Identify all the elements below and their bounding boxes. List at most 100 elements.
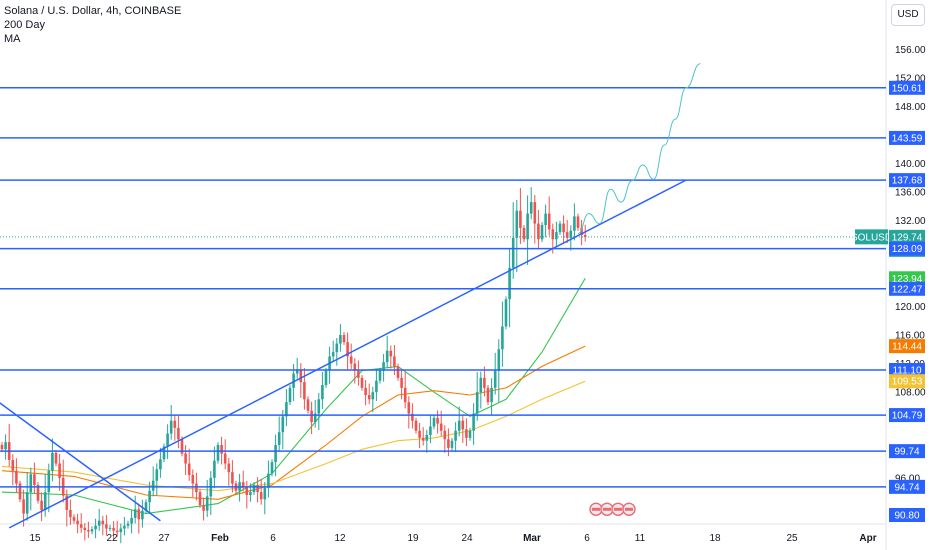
candle <box>90 529 94 532</box>
price-tag <box>889 241 925 256</box>
candle <box>479 377 483 393</box>
candle <box>18 483 22 500</box>
chart-legend: Solana / U.S. Dollar, 4h, COINBASE 200 D… <box>4 4 181 46</box>
indicator-label[interactable]: 200 Day <box>4 19 45 31</box>
candle <box>205 496 209 511</box>
currency-button[interactable]: USD <box>891 4 925 26</box>
candle <box>220 445 223 454</box>
candle <box>11 460 15 471</box>
candle <box>97 520 101 526</box>
candle <box>274 445 277 463</box>
candle <box>177 427 180 440</box>
price-tag-label: 114.44 <box>892 342 922 353</box>
candle <box>558 223 562 233</box>
price-tag <box>889 444 925 459</box>
price-tag-label: 150.61 <box>892 83 923 94</box>
candle <box>526 213 529 240</box>
candle <box>447 439 450 448</box>
candle <box>421 437 425 441</box>
candle <box>144 502 148 511</box>
price-tag <box>889 374 925 389</box>
candle <box>263 487 267 500</box>
candle <box>108 527 112 529</box>
candle <box>364 387 367 395</box>
price-tick-label: 116.00 <box>895 331 925 342</box>
candle <box>461 420 465 430</box>
candle <box>65 495 69 510</box>
price-tag-label: 129.74 <box>892 232 923 243</box>
candle <box>295 369 299 374</box>
price-tag-label: 90.80 <box>894 511 919 522</box>
horizontal-levels[interactable] <box>0 87 886 488</box>
candle <box>151 480 155 491</box>
price-tag-label: 94.74 <box>894 482 919 493</box>
candle <box>79 524 83 528</box>
candle <box>277 432 281 445</box>
projection-path[interactable] <box>577 63 701 235</box>
price-tick-label: 152.00 <box>895 73 926 84</box>
candle <box>162 446 166 460</box>
time-tick-label: 25 <box>786 533 798 544</box>
candle <box>580 227 583 235</box>
candle <box>36 485 40 501</box>
symbol-title[interactable]: Solana / U.S. Dollar, 4h, COINBASE <box>4 5 182 17</box>
trendline[interactable] <box>8 179 687 529</box>
candle <box>429 426 432 435</box>
price-tag-label: 128.09 <box>892 244 923 255</box>
candle <box>47 470 51 493</box>
candle <box>292 373 295 388</box>
time-tick-label: Feb <box>211 533 229 544</box>
price-tag <box>889 339 925 354</box>
candle <box>411 413 414 421</box>
candle <box>303 382 306 400</box>
time-axis[interactable]: 15 22 27 Feb 6 12 19 24 Mar 6 11 18 25 Apr <box>29 533 876 544</box>
candle <box>115 530 119 533</box>
candle <box>54 452 58 464</box>
candle <box>493 370 497 388</box>
candle <box>519 210 522 228</box>
candle <box>346 342 349 357</box>
price-tick-label: 136.00 <box>895 188 926 199</box>
candle <box>83 527 87 530</box>
candle <box>15 470 18 484</box>
price-tag-label: 137.68 <box>892 176 923 187</box>
candle <box>25 492 29 514</box>
candle <box>29 474 33 493</box>
trendline[interactable] <box>0 399 161 522</box>
candle <box>508 267 511 300</box>
candle <box>313 413 317 423</box>
price-tag <box>889 508 925 522</box>
candle <box>213 460 216 478</box>
candle <box>216 445 220 461</box>
trendlines[interactable] <box>0 179 687 529</box>
candle <box>367 395 371 400</box>
price-tick-label: 132.00 <box>895 216 926 227</box>
event-markers[interactable] <box>589 502 636 516</box>
symbol-tag-label: SOLUSD <box>851 232 892 243</box>
candle <box>223 453 227 464</box>
candle <box>407 402 411 414</box>
candle <box>285 402 288 417</box>
candle <box>317 399 321 414</box>
time-tick-label: Apr <box>859 533 876 544</box>
candle <box>504 299 508 327</box>
candle <box>425 435 429 441</box>
candle <box>389 350 393 357</box>
candle <box>112 527 115 531</box>
flag-icon <box>614 507 622 511</box>
candle <box>227 463 231 473</box>
projection-curve[interactable] <box>577 63 701 235</box>
candle <box>180 439 184 454</box>
candle <box>155 469 159 481</box>
symbol-tag <box>855 229 888 245</box>
candle <box>357 370 360 378</box>
time-tick-label: 6 <box>270 533 276 544</box>
moving-average-line <box>1 380 586 492</box>
candle <box>173 420 177 428</box>
indicator-label[interactable]: MA <box>4 33 21 45</box>
candle <box>252 485 256 493</box>
time-tick-label: 18 <box>709 533 721 544</box>
